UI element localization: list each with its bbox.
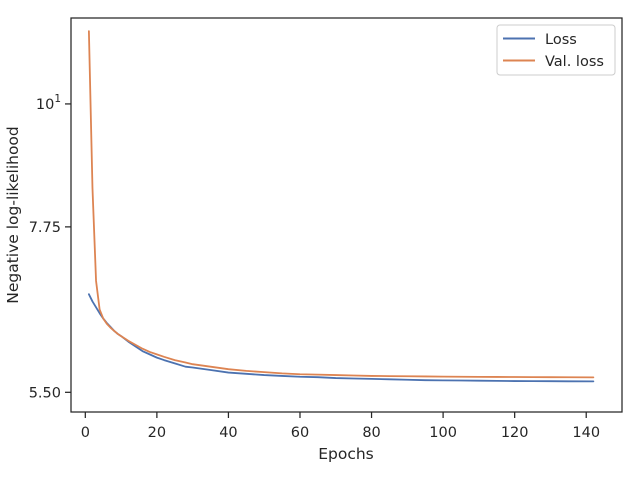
- plot-frame: [70, 17, 623, 413]
- x-axis-label: Epochs: [318, 445, 374, 463]
- legend-label-val-loss: Val. loss: [545, 54, 604, 70]
- y-tick-label: 5.50: [29, 385, 61, 401]
- x-tick-label: 40: [219, 425, 237, 441]
- series-layer: [87, 30, 595, 383]
- y-tick-label: 7.75: [29, 220, 61, 236]
- x-axis-ticks: 0 20 40 60 80 100 120 140: [81, 412, 600, 441]
- x-tick-label: 80: [362, 425, 380, 441]
- x-tick-label: 60: [291, 425, 309, 441]
- x-tick-label: 100: [429, 425, 457, 441]
- legend-label-loss: Loss: [545, 32, 577, 48]
- legend: Loss Val. loss: [496, 24, 616, 76]
- x-tick-label: 140: [572, 425, 600, 441]
- x-tick-label: 20: [148, 425, 166, 441]
- series-line-val-loss: [87, 30, 595, 379]
- x-tick-label: 120: [501, 425, 529, 441]
- y-axis-label: Negative log-likelihood: [4, 126, 22, 304]
- x-tick-label: 0: [81, 425, 90, 441]
